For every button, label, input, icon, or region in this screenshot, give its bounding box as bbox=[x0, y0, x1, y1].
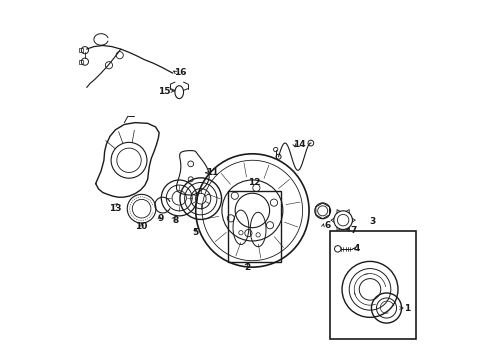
Bar bbox=[79, 59, 83, 64]
Text: 4: 4 bbox=[353, 244, 359, 253]
Text: 11: 11 bbox=[205, 168, 218, 177]
Text: 2: 2 bbox=[244, 263, 249, 272]
Text: 15: 15 bbox=[158, 86, 170, 95]
Text: 5: 5 bbox=[192, 228, 198, 237]
Text: 3: 3 bbox=[369, 217, 375, 226]
Text: 13: 13 bbox=[109, 204, 121, 213]
Text: 8: 8 bbox=[172, 216, 178, 225]
Text: 9: 9 bbox=[158, 214, 164, 223]
Text: 16: 16 bbox=[174, 68, 186, 77]
Bar bbox=[227, 191, 280, 262]
Bar bbox=[79, 48, 83, 52]
Text: 10: 10 bbox=[135, 222, 147, 231]
Text: 12: 12 bbox=[247, 178, 260, 187]
Text: 1: 1 bbox=[403, 304, 409, 313]
Text: 6: 6 bbox=[324, 221, 330, 230]
Bar bbox=[329, 231, 415, 338]
Text: 14: 14 bbox=[292, 140, 305, 149]
Text: 7: 7 bbox=[350, 226, 356, 235]
